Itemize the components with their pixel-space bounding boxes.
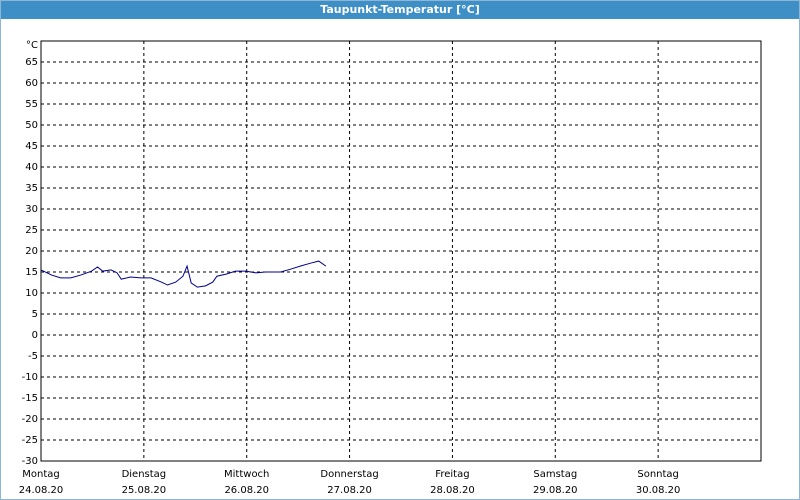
y-tick-label: 50 (25, 120, 38, 131)
y-tick-label: -5 (28, 351, 38, 362)
y-tick-label: 20 (25, 246, 38, 257)
y-tick-label: 5 (32, 309, 38, 320)
y-tick-label: 25 (25, 225, 38, 236)
chart-title: Taupunkt-Temperatur [°C] (320, 3, 480, 16)
x-tick-date: 29.08.20 (533, 485, 578, 496)
x-tick-date: 28.08.20 (430, 485, 475, 496)
x-tick-label: Montag (22, 469, 59, 480)
x-tick-label: Sonntag (637, 469, 679, 480)
y-tick-label: -20 (22, 414, 38, 425)
x-tick-label: Donnerstag (320, 469, 378, 480)
x-tick-date: 24.08.20 (19, 485, 64, 496)
data-line (40, 260, 327, 288)
y-tick-label: 45 (25, 141, 38, 152)
chart: °C -30 -25 -20 -15 -10 -5 0 5 10 15 20 25 30 35 40 45 50 5… (19, 40, 762, 496)
x-tick-date: 27.08.20 (327, 485, 372, 496)
y-tick-label: 10 (25, 288, 38, 299)
x-tick-label: Dienstag (122, 469, 167, 480)
title-bar: Taupunkt-Temperatur [°C] (1, 1, 799, 19)
x-tick-label: Mittwoch (224, 469, 269, 480)
y-tick-label: 40 (25, 162, 38, 173)
y-tick-label: -15 (22, 393, 38, 404)
y-tick-label: 15 (25, 267, 38, 278)
x-tick-label: Samstag (533, 469, 577, 480)
y-tick-label: -30 (22, 456, 38, 467)
y-tick-label: 55 (25, 99, 38, 110)
y-unit: °C (26, 40, 38, 51)
y-tick-label: 65 (25, 57, 38, 68)
x-tick-date: 25.08.20 (122, 485, 167, 496)
y-tick-label: 30 (25, 204, 38, 215)
x-tick-label: Freitag (435, 469, 469, 480)
y-tick-label: -25 (22, 435, 38, 446)
x-tick-date: 26.08.20 (224, 485, 269, 496)
y-tick-label: 0 (32, 330, 38, 341)
y-tick-label: 60 (25, 78, 38, 89)
y-tick-label: -10 (22, 372, 38, 383)
y-tick-label: 35 (25, 183, 38, 194)
x-tick-date: 30.08.20 (636, 485, 681, 496)
